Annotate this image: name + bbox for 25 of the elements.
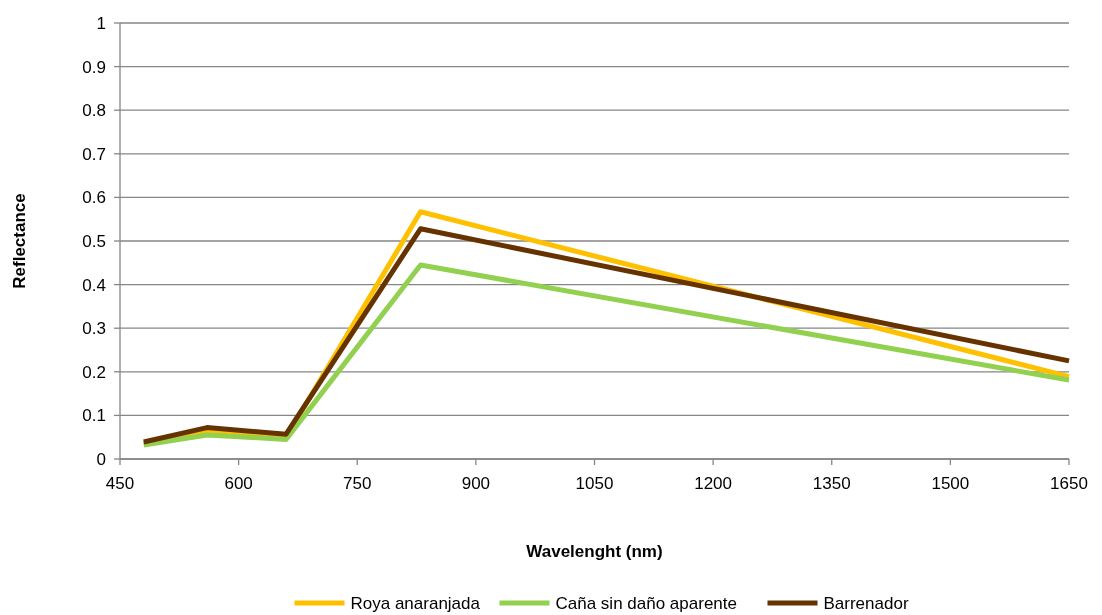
x-axis-title: Wavelenght (nm) — [526, 542, 663, 561]
x-tick-label: 750 — [343, 474, 372, 493]
y-axis-title: Reflectance — [10, 193, 29, 289]
x-tick-label: 1350 — [812, 474, 851, 493]
x-tick-label: 600 — [224, 474, 253, 493]
legend-label: Roya anaranjada — [350, 594, 481, 613]
legend-label: Barrenador — [823, 594, 909, 613]
x-tick-label: 1500 — [931, 474, 970, 493]
x-tick-label: 1200 — [694, 474, 733, 493]
y-tick-label: 0.3 — [82, 319, 106, 339]
y-tick-label: 1 — [96, 13, 106, 33]
x-tick-label: 900 — [461, 474, 491, 493]
y-tick-label: 0.1 — [82, 406, 106, 426]
y-tick-label: 0 — [96, 449, 106, 469]
legend-label: Caña sin daño aparente — [555, 594, 737, 613]
x-tick-label: 450 — [105, 474, 135, 493]
y-tick-label: 0.9 — [82, 57, 106, 77]
y-tick-label: 0.8 — [82, 101, 106, 121]
y-tick-label: 0.4 — [82, 275, 106, 295]
y-tick-label: 0.7 — [82, 144, 106, 164]
y-tick-label: 0.6 — [82, 188, 106, 208]
y-tick-label: 0.2 — [82, 362, 106, 382]
x-tick-label: 1050 — [575, 474, 614, 493]
y-tick-label: 0.5 — [82, 231, 106, 251]
x-tick-label: 1650 — [1050, 474, 1088, 493]
